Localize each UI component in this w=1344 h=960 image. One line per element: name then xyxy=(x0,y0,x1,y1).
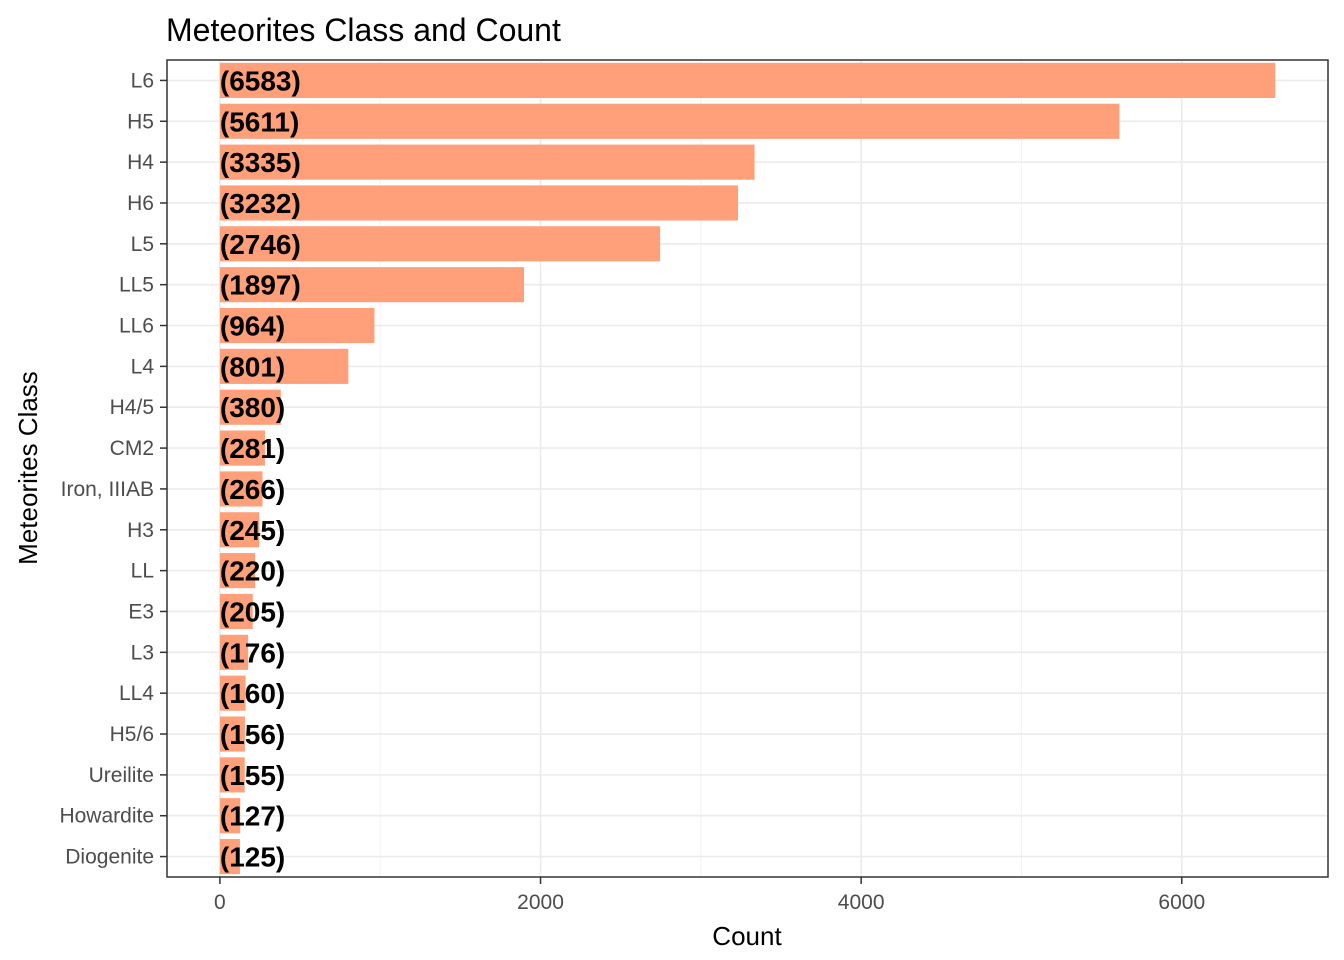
bar xyxy=(219,430,265,466)
y-tick-label: H6 xyxy=(127,192,154,215)
y-tick-label: Howardite xyxy=(59,805,154,828)
data-label: (1897) xyxy=(220,270,301,301)
y-tick-label: LL xyxy=(131,560,154,583)
y-tick-label: LL6 xyxy=(119,315,154,338)
y-axis-title: Meteorites Class xyxy=(13,371,43,565)
y-tick-label: L3 xyxy=(131,641,154,664)
bar xyxy=(219,103,1120,139)
x-axis: 0 2000 4000 6000 xyxy=(214,877,1205,914)
data-label: (801) xyxy=(220,351,285,382)
bar xyxy=(219,62,1276,98)
data-label: (3335) xyxy=(220,147,301,178)
bar xyxy=(219,839,240,875)
data-label: (156) xyxy=(220,719,285,750)
data-label: (160) xyxy=(220,678,285,709)
y-tick-label: H5/6 xyxy=(110,723,154,746)
y-tick-label: H4 xyxy=(127,151,154,174)
x-tick-label: 4000 xyxy=(838,891,885,914)
bar xyxy=(219,226,661,262)
bar xyxy=(219,471,263,507)
bar xyxy=(219,716,245,752)
bar xyxy=(219,553,256,589)
data-label: (125) xyxy=(220,842,285,873)
data-label: (266) xyxy=(220,474,285,505)
data-label: (964) xyxy=(220,311,285,342)
plot-panel: (6583) (5611) (3335) (3232) (2746) (1897) (964… xyxy=(166,59,1329,878)
data-label: (205) xyxy=(220,596,285,627)
data-labels: (6583) (5611) (3335) (3232) (2746) (1897) (964… xyxy=(220,65,301,872)
chart-title: Meteorites Class and Count xyxy=(166,12,561,48)
data-label: (3232) xyxy=(220,188,301,219)
panel-border xyxy=(166,59,1329,878)
y-tick-label: H4/5 xyxy=(110,396,154,419)
bar xyxy=(219,512,260,548)
y-tick-label: Iron, IIIAB xyxy=(61,478,154,501)
bar xyxy=(219,593,253,630)
bar xyxy=(219,348,349,384)
data-label: (5611) xyxy=(220,106,299,137)
data-label: (281) xyxy=(220,433,285,464)
bar xyxy=(219,675,246,711)
y-tick-label: LL4 xyxy=(119,682,154,705)
x-tick-label: 2000 xyxy=(517,891,564,914)
data-label: (245) xyxy=(220,515,285,546)
data-label: (380) xyxy=(220,392,285,423)
bar xyxy=(219,307,375,344)
x-tick-label: 6000 xyxy=(1158,891,1205,914)
y-tick-label: LL5 xyxy=(119,274,154,297)
y-tick-label: Ureilite xyxy=(89,764,154,787)
bar xyxy=(219,757,245,793)
data-label: (176) xyxy=(220,637,285,668)
data-label: (127) xyxy=(220,801,285,832)
data-label: (155) xyxy=(220,760,285,791)
data-label: (6583) xyxy=(220,65,301,96)
bar xyxy=(219,634,249,670)
y-tick-label: CM2 xyxy=(110,437,154,460)
data-label: (2746) xyxy=(220,229,301,260)
bars xyxy=(219,62,1276,875)
y-tick-label: L4 xyxy=(131,355,155,378)
bar xyxy=(219,144,755,180)
x-axis-title: Count xyxy=(712,921,782,951)
bar xyxy=(219,798,241,834)
data-label: (220) xyxy=(220,556,285,587)
bar xyxy=(219,267,525,303)
y-tick-label: H5 xyxy=(127,110,154,133)
y-tick-label: E3 xyxy=(128,600,154,623)
y-axis: L6 H5 H4 H6 L5 LL5 LL6 L4 H4/5 CM2 Iron, IIIAB H3 LL… xyxy=(59,69,167,869)
y-tick-label: L6 xyxy=(131,69,154,92)
panel-background xyxy=(167,60,1328,877)
bar xyxy=(219,389,281,425)
y-tick-label: Diogenite xyxy=(65,846,154,869)
y-tick-label: L5 xyxy=(131,233,154,256)
x-tick-label: 0 xyxy=(214,891,226,914)
y-tick-label: H3 xyxy=(127,519,154,542)
bar xyxy=(219,185,739,221)
